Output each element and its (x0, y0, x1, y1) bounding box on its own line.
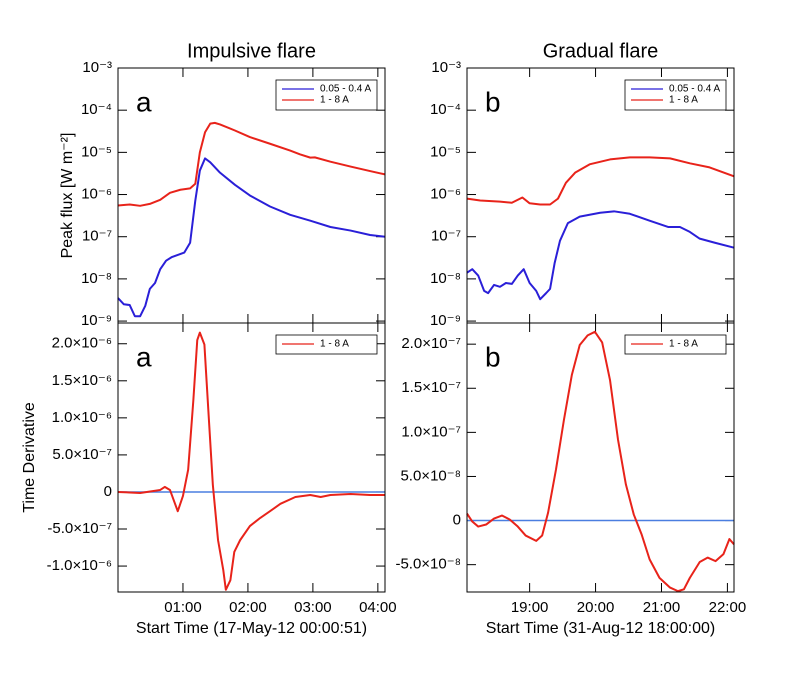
y-tick-label: 1.5×10⁻⁷ (401, 379, 461, 396)
x-tick-label: 19:00 (511, 599, 549, 616)
y-tick-label: 1.0×10⁻⁷ (401, 423, 461, 440)
y-tick-label: 10⁻⁸ (430, 270, 461, 287)
y-tick-label: 10⁻⁵ (430, 143, 461, 160)
y-tick-label: 10⁻³ (431, 59, 461, 76)
legend-label: 1 - 8 A (320, 95, 349, 106)
x-tick-label: 22:00 (709, 599, 747, 616)
legend-box (275, 334, 378, 355)
x-tick-label: 02:00 (229, 599, 267, 616)
plot-frame (466, 322, 735, 593)
y-tick-label: 10⁻⁶ (81, 186, 112, 203)
x-tick-label: 04:00 (359, 599, 397, 616)
y-tick-label: 10⁻⁷ (431, 228, 461, 245)
x-axis-label: Start Time (31-Aug-12 18:00:00) (486, 620, 715, 637)
y-tick-label: 1.0×10⁻⁶ (52, 409, 112, 426)
y-tick-label: 10⁻⁹ (430, 312, 461, 329)
flux-line (466, 156, 735, 206)
y-tick-label: -5.0×10⁻⁷ (47, 520, 112, 537)
x-tick-label: 01:00 (164, 599, 202, 616)
y-axis-label: Time Derivative (21, 402, 38, 513)
flux-line (117, 157, 386, 318)
panel-letter: b (485, 86, 501, 117)
y-tick-label: -5.0×10⁻⁸ (395, 556, 461, 573)
flux-line (466, 330, 735, 593)
panel-title: Impulsive flare (187, 40, 316, 62)
x-tick-label: 03:00 (294, 599, 332, 616)
panel-letter: b (485, 341, 501, 372)
y-axis-label: Peak flux [W m⁻²] (59, 133, 76, 259)
y-tick-label: 10⁻⁶ (430, 186, 461, 203)
legend-label: 0.05 - 0.4 A (320, 84, 371, 95)
legend-box (624, 334, 727, 355)
legend-label: 1 - 8 A (669, 339, 698, 350)
y-tick-label: 10⁻⁴ (430, 101, 461, 118)
panel-letter: a (136, 86, 152, 117)
legend-box (275, 79, 378, 111)
panel-title: Gradual flare (543, 40, 659, 62)
y-tick-label: -1.0×10⁻⁶ (47, 557, 112, 574)
y-tick-label: 2.0×10⁻⁷ (401, 335, 461, 352)
flux-line (117, 121, 386, 207)
flux-line (466, 210, 735, 301)
y-tick-label: 10⁻⁵ (81, 143, 112, 160)
panel-letter: a (136, 341, 152, 372)
legend-label: 1 - 8 A (320, 339, 349, 350)
y-tick-label: 10⁻⁹ (81, 312, 112, 329)
y-tick-label: 10⁻⁴ (81, 101, 112, 118)
y-tick-label: 5.0×10⁻⁸ (400, 467, 461, 484)
y-tick-label: 0 (453, 512, 461, 529)
plot-frame (117, 322, 386, 593)
x-axis-label: Start Time (17-May-12 00:00:51) (136, 620, 367, 637)
legend-box (624, 79, 727, 111)
flux-line (117, 331, 385, 591)
y-tick-label: 5.0×10⁻⁷ (52, 446, 112, 463)
y-tick-label: 1.5×10⁻⁶ (52, 372, 112, 389)
x-tick-label: 21:00 (643, 599, 681, 616)
y-tick-label: 10⁻³ (82, 59, 112, 76)
y-tick-label: 10⁻⁸ (81, 270, 112, 287)
y-tick-label: 0 (104, 483, 112, 500)
y-tick-label: 10⁻⁷ (82, 228, 112, 245)
legend-label: 0.05 - 0.4 A (669, 84, 720, 95)
x-tick-label: 20:00 (577, 599, 615, 616)
legend-label: 1 - 8 A (669, 95, 698, 106)
y-tick-label: 2.0×10⁻⁶ (52, 335, 112, 352)
